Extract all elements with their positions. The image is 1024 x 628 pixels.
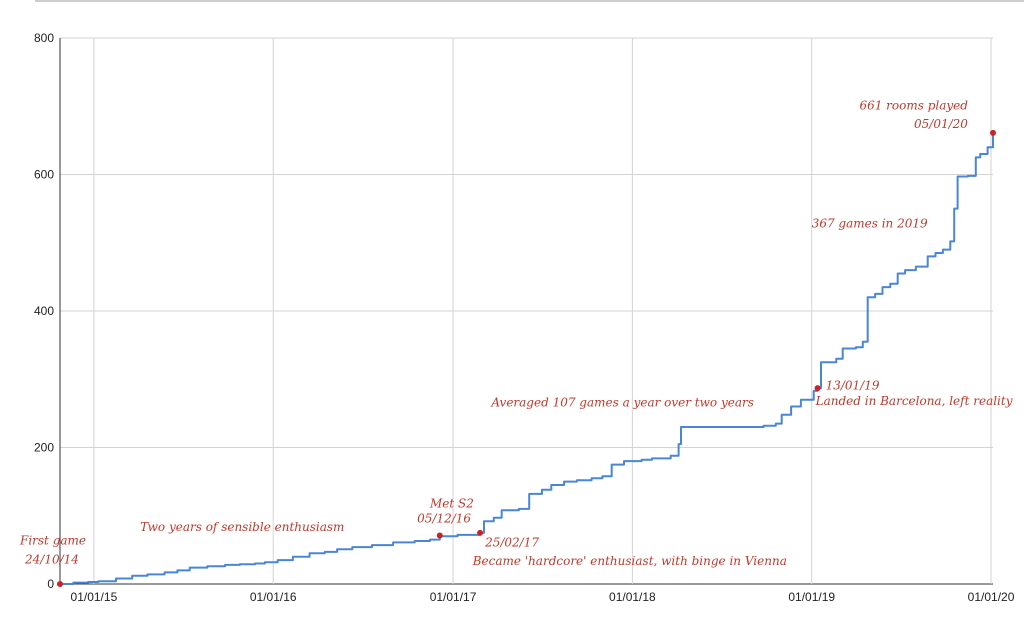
annotation-label: First game bbox=[19, 533, 86, 547]
x-tick-labels: 01/01/15 01/01/16 01/01/17 01/01/18 01/01/19… bbox=[71, 590, 1015, 604]
annotation-label: 367 games in 2019 bbox=[812, 217, 928, 231]
milestone-marker bbox=[477, 529, 484, 536]
y-tick-label: 200 bbox=[34, 441, 54, 455]
x-tick-label: 01/01/17 bbox=[430, 590, 477, 604]
annotation-label: Met S2 bbox=[429, 497, 474, 511]
series-layer bbox=[60, 132, 994, 585]
x-tick-label: 01/01/18 bbox=[609, 590, 656, 604]
milestone-marker bbox=[990, 129, 996, 136]
grid bbox=[59, 37, 993, 585]
y-tick-label: 400 bbox=[34, 304, 54, 318]
annotation-label: 25/02/17 bbox=[484, 535, 539, 549]
milestone-marker bbox=[436, 532, 443, 539]
annotation-label: Became 'hardcore' enthusiast, with binge… bbox=[472, 554, 787, 568]
annotation-layer: First game 24/10/14 Two years of sensible … bbox=[19, 99, 1013, 568]
x-tick-label: 01/01/16 bbox=[250, 590, 297, 604]
y-tick-label: 0 bbox=[47, 577, 54, 591]
x-tick-label: 01/01/20 bbox=[968, 590, 1015, 604]
series-line bbox=[60, 132, 994, 585]
annotation-label: Averaged 107 games a year over two years bbox=[490, 396, 754, 410]
y-tick-labels: 0 200 400 600 800 bbox=[34, 31, 54, 591]
marker-layer bbox=[57, 129, 996, 587]
annotation-label: 24/10/14 bbox=[24, 553, 79, 567]
x-tick-label: 01/01/15 bbox=[71, 590, 118, 604]
milestone-marker bbox=[57, 581, 63, 587]
annotation-label: Landed in Barcelona, left reality bbox=[815, 394, 1013, 408]
annotation-label: 661 rooms played bbox=[859, 99, 968, 113]
annotation-label: 13/01/19 bbox=[826, 378, 880, 392]
y-tick-label: 800 bbox=[34, 31, 54, 45]
annotation-label: 05/01/20 bbox=[914, 117, 968, 131]
milestone-marker bbox=[814, 385, 821, 392]
y-tick-label: 600 bbox=[34, 168, 54, 182]
x-tick-label: 01/01/19 bbox=[788, 590, 835, 604]
annotation-label: Two years of sensible enthusiasm bbox=[140, 520, 344, 534]
annotation-label: 05/12/16 bbox=[417, 512, 471, 526]
